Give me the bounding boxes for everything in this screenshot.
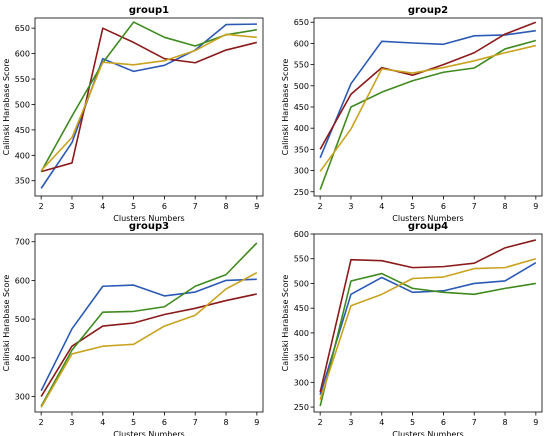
y-tick-label: 600 — [294, 39, 309, 48]
y-tick-label: 550 — [294, 61, 309, 70]
x-axis-label: Clusters Numbers — [392, 430, 463, 436]
y-axis-label: Calinski Harabase Score — [281, 275, 290, 372]
x-tick-label: 2 — [39, 418, 44, 427]
y-tick-label: 400 — [15, 354, 30, 363]
y-tick-label: 550 — [15, 75, 30, 84]
chart-panel-group2: 2 3 4 5 6 7 8 9 250 300 350 400 450 500 550 600 650 group… — [281, 5, 543, 223]
x-tick-label: 7 — [193, 418, 198, 427]
x-tick-label: 9 — [533, 202, 538, 211]
y-tick-label: 300 — [294, 167, 309, 176]
x-tick-label: 3 — [69, 202, 74, 211]
x-tick-label: 4 — [379, 418, 384, 427]
series-line-3 — [319, 272, 536, 407]
y-axis-label: Calinski Harabase Score — [281, 59, 290, 156]
series-line-3 — [319, 39, 537, 190]
chart-panel-group3: 2 3 4 5 6 7 8 9 300 400 500 600 700 group3 Clusters Nu… — [2, 221, 264, 436]
chart-title: group2 — [408, 5, 448, 16]
y-tick-label: 400 — [294, 329, 309, 338]
y-tick-label: 350 — [294, 354, 309, 363]
x-tick-label: 8 — [502, 202, 507, 211]
x-tick-label: 4 — [379, 202, 384, 211]
x-tick-label: 4 — [100, 418, 105, 427]
y-tick-label: 450 — [294, 304, 309, 313]
x-axis-label: Clusters Numbers — [113, 214, 184, 223]
series-line-4 — [319, 257, 537, 400]
y-tick-label: 250 — [294, 188, 309, 197]
axes-frame — [34, 17, 264, 197]
y-tick-label: 650 — [294, 18, 309, 27]
y-tick-label: 650 — [15, 24, 30, 33]
x-tick-label: 7 — [472, 202, 477, 211]
series-line-1 — [319, 29, 536, 159]
x-tick-label: 4 — [100, 202, 105, 211]
x-tick-label: 5 — [131, 202, 136, 211]
x-tick-label: 8 — [223, 202, 228, 211]
y-tick-label: 600 — [15, 276, 30, 285]
y-tick-label: 450 — [15, 126, 30, 135]
x-tick-label: 3 — [348, 418, 353, 427]
y-tick-label: 400 — [294, 124, 309, 133]
series-line-4 — [319, 44, 537, 172]
y-tick-label: 500 — [294, 82, 309, 91]
y-tick-label: 300 — [15, 393, 30, 402]
x-tick-label: 7 — [472, 418, 477, 427]
y-tick-label: 400 — [15, 151, 30, 160]
y-axis-label: Calinski Harabase Score — [2, 275, 11, 372]
y-tick-label: 350 — [294, 145, 309, 154]
x-tick-label: 9 — [533, 418, 538, 427]
x-tick-label: 6 — [441, 202, 446, 211]
x-tick-label: 3 — [348, 202, 353, 211]
x-axis-label: Clusters Numbers — [113, 430, 184, 436]
x-tick-label: 9 — [254, 202, 259, 211]
x-tick-label: 6 — [441, 418, 446, 427]
y-axis-label: Calinski Harabase Score — [2, 59, 11, 156]
series-line-4 — [40, 271, 258, 408]
series-line-3 — [40, 242, 258, 407]
chart-panel-group4: 2 3 4 5 6 7 8 9 250 300 350 400 450 500 550 600 group4 Cl… — [281, 221, 543, 436]
x-axis-label: Clusters Numbers — [392, 214, 463, 223]
x-tick-label: 9 — [254, 418, 259, 427]
chart-title: group4 — [408, 221, 448, 232]
y-tick-label: 450 — [294, 103, 309, 112]
x-tick-label: 5 — [410, 202, 415, 211]
series-line-2 — [319, 239, 537, 393]
x-tick-label: 3 — [69, 418, 74, 427]
x-tick-label: 6 — [162, 418, 167, 427]
y-tick-label: 300 — [294, 378, 309, 387]
x-tick-label: 8 — [502, 418, 507, 427]
y-tick-label: 550 — [294, 255, 309, 264]
x-tick-label: 8 — [223, 418, 228, 427]
series-line-4 — [40, 33, 257, 172]
chart-title: group3 — [129, 221, 169, 232]
x-tick-label: 5 — [131, 418, 136, 427]
axes-frame — [313, 17, 543, 197]
x-tick-label: 2 — [318, 418, 323, 427]
series-line-3 — [40, 21, 257, 172]
chart-panel-group1: 2 3 4 5 6 7 8 9 350 400 450 500 550 600 650 group1 Clust… — [2, 5, 264, 223]
axes-frame — [313, 233, 543, 413]
y-tick-label: 600 — [294, 230, 309, 239]
y-tick-label: 500 — [15, 100, 30, 109]
series-line-1 — [319, 261, 537, 395]
series-line-2 — [319, 21, 537, 150]
axes-frame — [34, 233, 264, 413]
series-line-1 — [40, 23, 257, 189]
x-tick-label: 6 — [162, 202, 167, 211]
x-tick-label: 2 — [318, 202, 323, 211]
series-line-1 — [40, 278, 257, 392]
y-tick-label: 500 — [294, 279, 309, 288]
chart-title: group1 — [129, 5, 169, 16]
x-tick-label: 2 — [39, 202, 44, 211]
x-tick-label: 5 — [410, 418, 415, 427]
y-tick-label: 350 — [15, 177, 30, 186]
y-tick-label: 500 — [15, 315, 30, 324]
y-tick-label: 600 — [15, 50, 30, 59]
series-line-2 — [40, 27, 258, 173]
x-tick-label: 7 — [193, 202, 198, 211]
y-tick-label: 250 — [294, 403, 309, 412]
y-tick-label: 700 — [15, 238, 30, 247]
